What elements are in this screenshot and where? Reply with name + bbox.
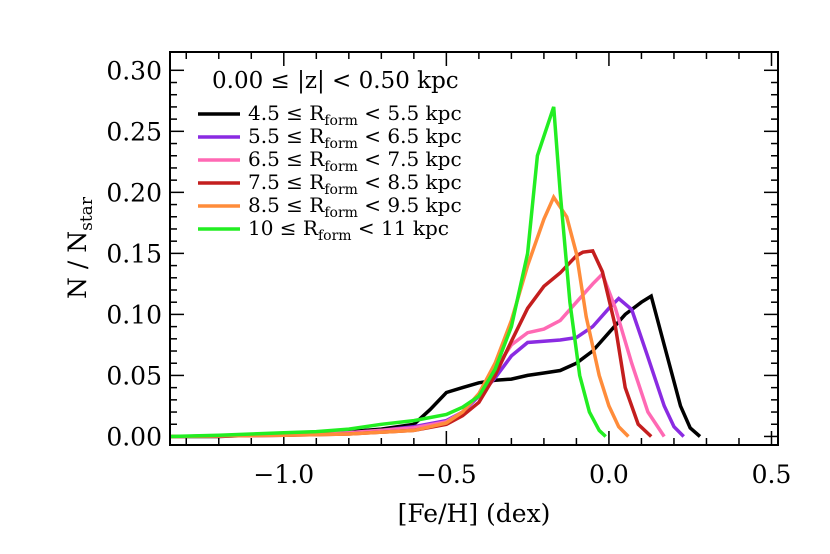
series-lines	[169, 106, 702, 439]
y-tick-label: 0.10	[106, 300, 162, 329]
legend-label-3: 6.5 ≤ Rform < 7.5 kpc	[248, 147, 462, 175]
legend-label-subscript: form	[324, 159, 358, 175]
plot-frame	[169, 51, 779, 446]
y-axis-title: N / Nstar	[63, 196, 97, 299]
x-tick-label: 0.0	[589, 460, 629, 489]
legend-label-subscript: form	[324, 113, 358, 129]
legend-label-main: 6.5 ≤ R	[248, 147, 325, 171]
legend-label-6: 10 ≤ Rform < 11 kpc	[248, 216, 449, 244]
x-tick-label: 0.5	[752, 460, 792, 489]
x-axis-title: [Fe/H] (dex)	[398, 499, 551, 528]
y-tick-label: 0.00	[106, 422, 162, 451]
y-tick-label: 0.25	[106, 117, 162, 146]
series-line-6	[169, 106, 607, 439]
legend-label-5: 8.5 ≤ Rform < 9.5 kpc	[248, 193, 462, 221]
legend-label-main: 10 ≤ R	[248, 216, 319, 240]
legend-label-subscript: form	[324, 182, 358, 198]
legend-label-1: 4.5 ≤ Rform < 5.5 kpc	[248, 101, 462, 129]
y-tick-label: 0.05	[106, 361, 162, 390]
legend-label-range: < 11 kpc	[352, 216, 449, 240]
x-tick-label: −1.0	[253, 460, 314, 489]
legend-label-range: < 9.5 kpc	[358, 193, 462, 217]
y-tick-label: 0.20	[106, 178, 162, 207]
legend-label-4: 7.5 ≤ Rform < 8.5 kpc	[248, 170, 462, 198]
panel-title: 0.00 ≤ |z| < 0.50 kpc	[212, 68, 459, 94]
legend-label-subscript: form	[324, 205, 358, 221]
x-tick-label: −0.5	[416, 460, 477, 489]
legend-label-range: < 7.5 kpc	[358, 147, 462, 171]
y-axis-ticks: 0.00 0.05 0.10 0.15 0.20 0.25 0.30	[106, 56, 778, 451]
y-axis-title-subscript: star	[77, 196, 97, 231]
legend-label-2: 5.5 ≤ Rform < 6.5 kpc	[248, 124, 462, 152]
y-tick-label: 0.15	[106, 239, 162, 268]
y-axis-title-main: N / N	[63, 231, 92, 299]
y-tick-label: 0.30	[106, 56, 162, 85]
x-axis-ticks: −1.0 −0.5 0.0 0.5	[185, 52, 792, 489]
legend-label-range: < 5.5 kpc	[358, 101, 462, 125]
legend-label-main: 4.5 ≤ R	[248, 101, 325, 125]
series-line-3	[169, 270, 666, 439]
legend-label-subscript: form	[318, 228, 352, 244]
legend-label-subscript: form	[324, 136, 358, 152]
legend-label-range: < 6.5 kpc	[358, 124, 462, 148]
legend-label-main: 7.5 ≤ R	[248, 170, 325, 194]
series-line-5	[169, 193, 630, 439]
legend-label-main: 5.5 ≤ R	[248, 124, 325, 148]
legend-label-range: < 8.5 kpc	[358, 170, 462, 194]
legend-label-main: 8.5 ≤ R	[248, 193, 325, 217]
